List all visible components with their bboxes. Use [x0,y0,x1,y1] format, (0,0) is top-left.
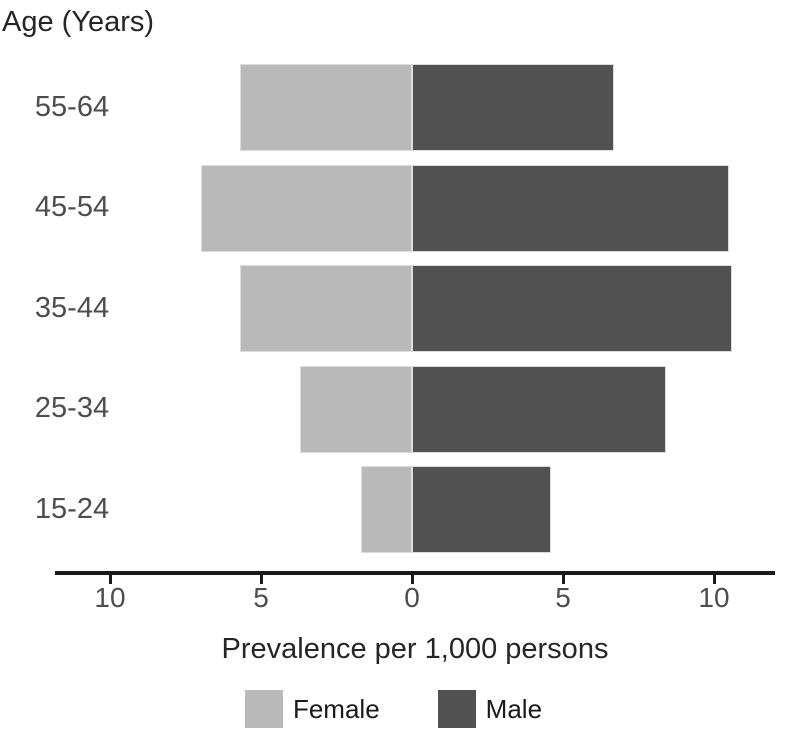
bar-female-45-54 [200,164,412,252]
x-tick-mark-10 [712,572,716,584]
legend-item-male: Male [437,690,543,728]
chart-title: Age (Years) [2,6,155,38]
bar-male-45-54 [412,164,730,252]
legend-label-female: Female [292,693,380,724]
x-tick-mark-5 [561,572,565,584]
x-tick-mark-10 [108,572,112,584]
x-tick-mark-0 [410,572,414,584]
y-axis-label-25-34: 25-34 [34,392,110,425]
x-axis-line [55,571,775,575]
x-tick-label-10: 10 [94,582,126,613]
x-axis-title: Prevalence per 1,000 persons [221,633,609,665]
bar-male-25-34 [412,365,666,453]
x-tick-label-5: 5 [555,582,571,613]
x-tick-mark-5 [259,572,263,584]
bar-female-35-44 [239,265,412,353]
bar-male-35-44 [412,265,733,353]
bar-male-55-64 [412,64,615,151]
y-axis-label-15-24: 15-24 [34,492,110,525]
x-tick-label-0: 0 [404,582,420,613]
legend: Female Male [0,690,787,728]
legend-item-female: Female [244,690,380,728]
y-axis-label-35-44: 35-44 [34,291,110,324]
bar-female-55-64 [239,64,412,151]
male-swatch-icon [437,690,476,728]
y-axis-label-55-64: 55-64 [34,90,110,123]
bar-female-25-34 [300,365,412,453]
x-tick-label-5: 5 [253,582,269,613]
y-axis-label-45-54: 45-54 [34,191,110,224]
bar-male-15-24 [412,466,551,554]
legend-label-male: Male [485,693,543,724]
female-swatch-icon [244,690,283,728]
bar-female-15-24 [360,466,412,554]
x-tick-label-10: 10 [698,582,730,613]
